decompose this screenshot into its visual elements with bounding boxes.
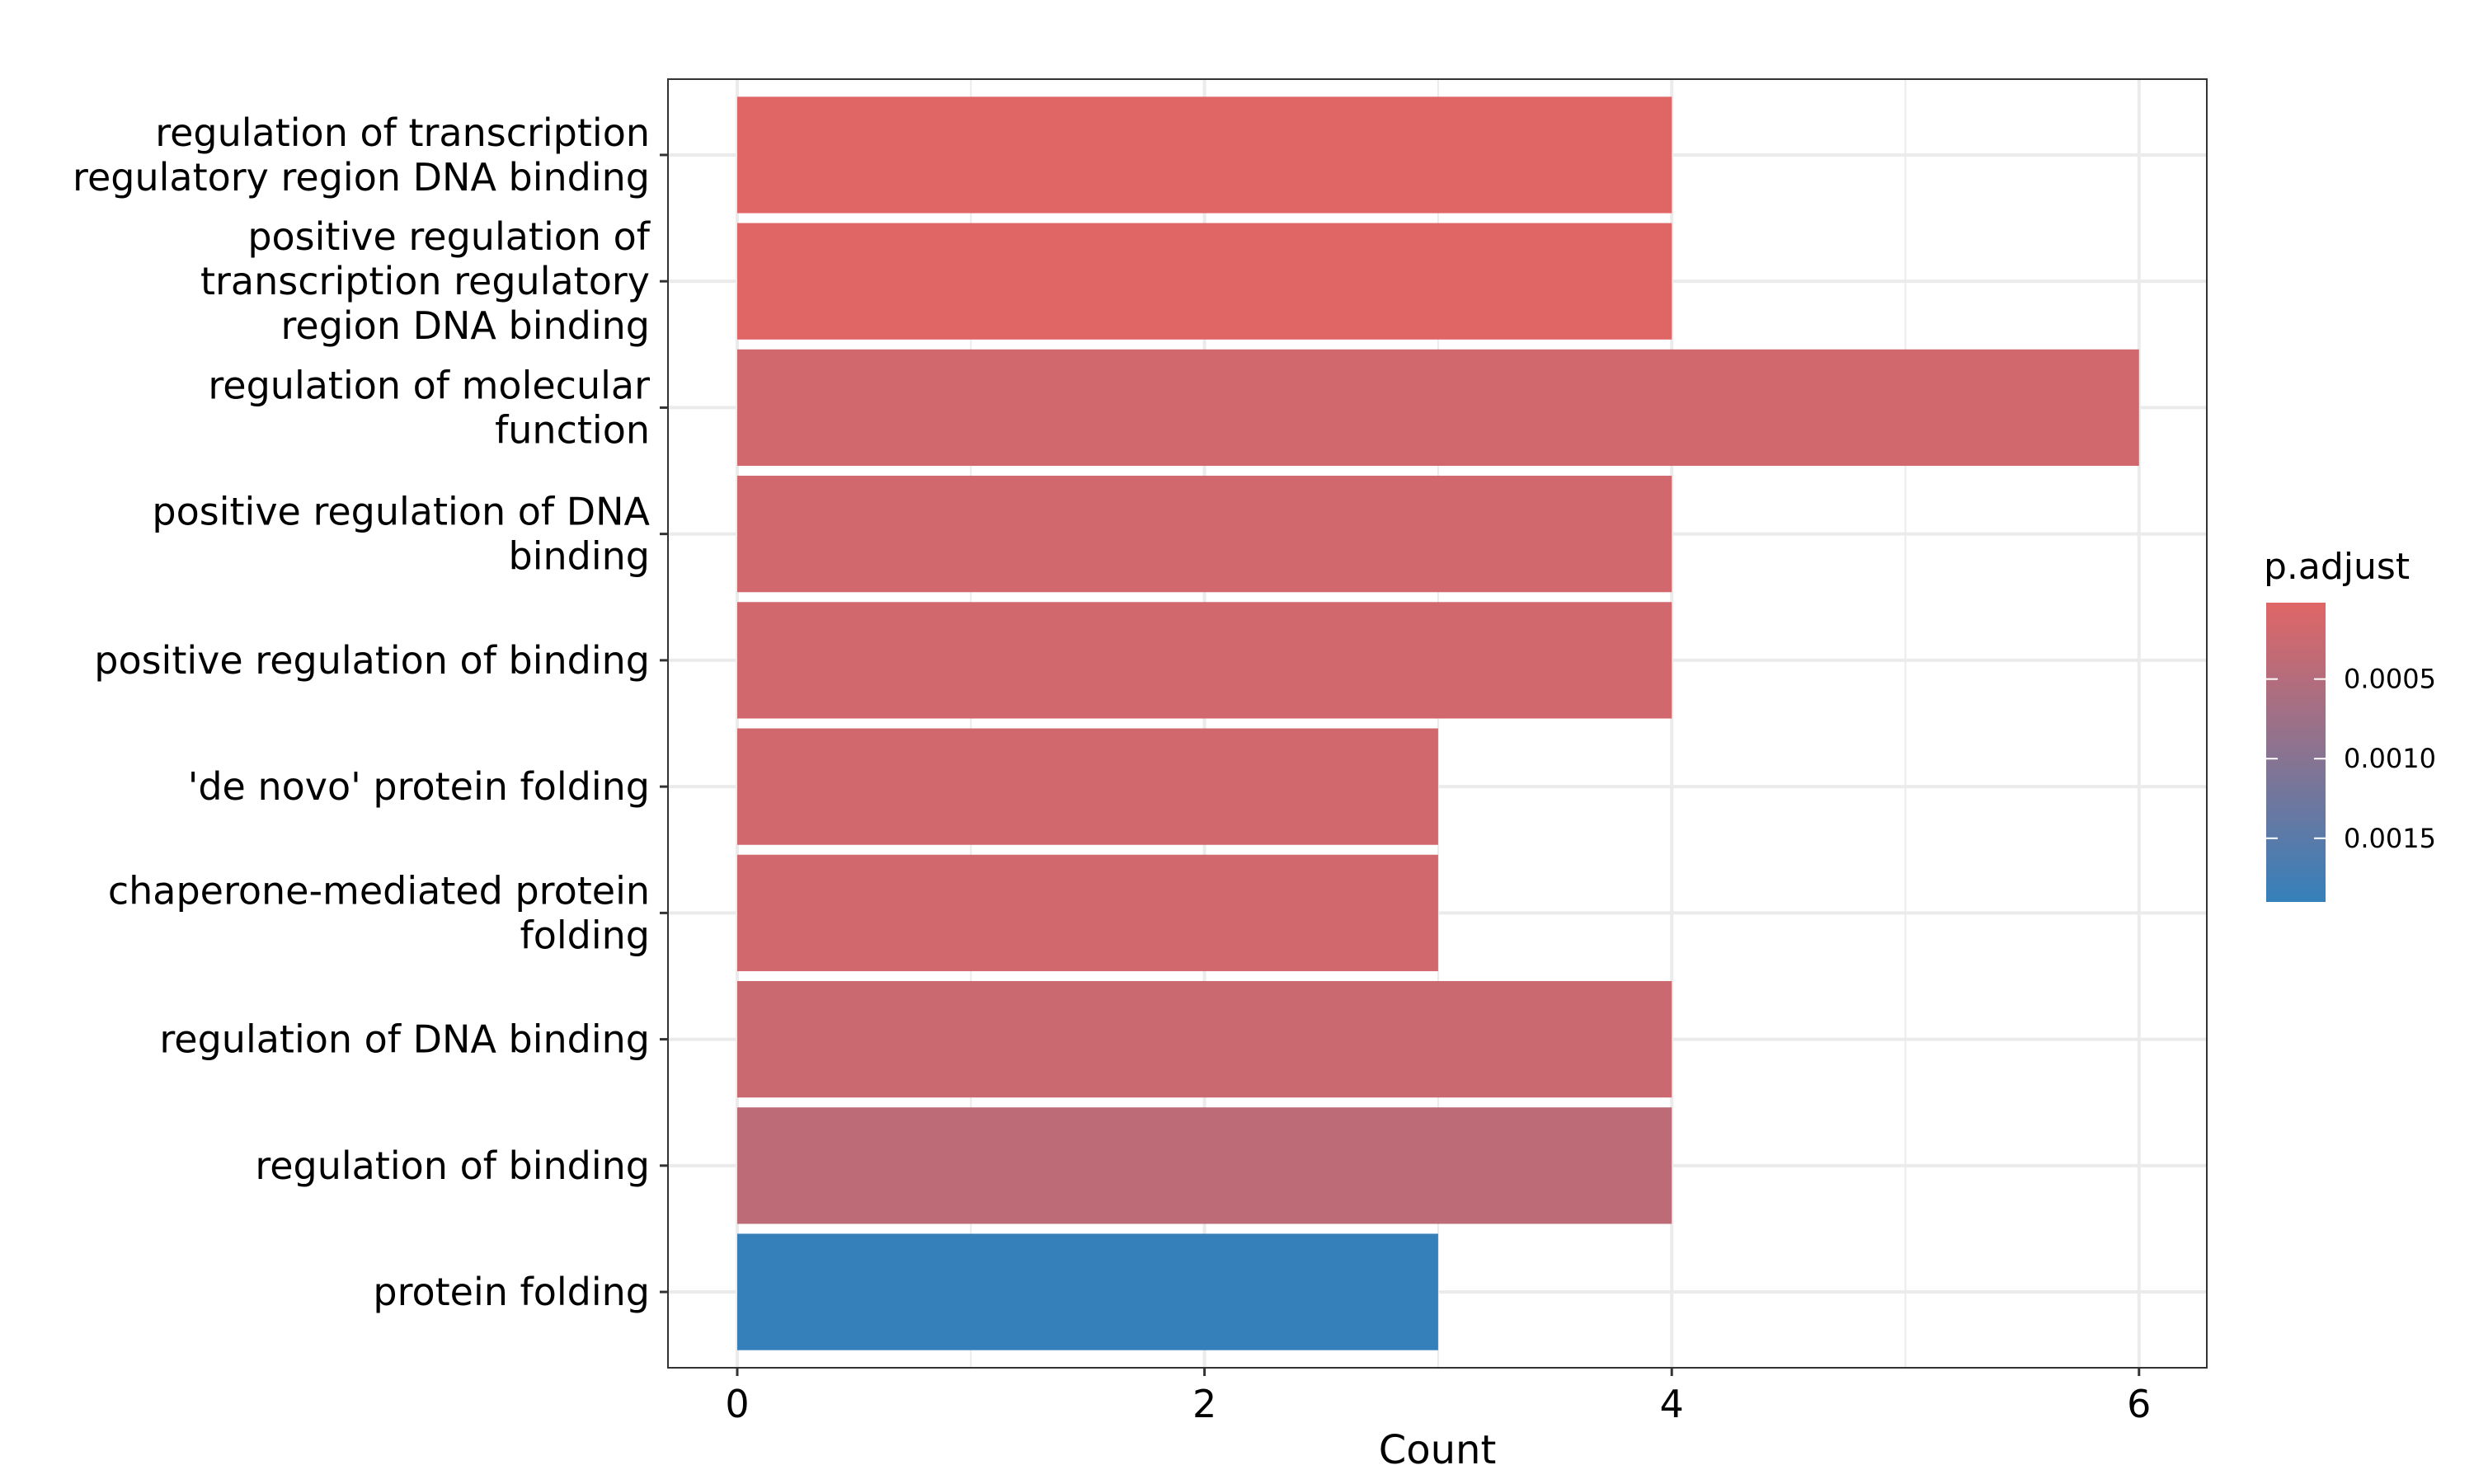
bar xyxy=(737,602,1672,719)
category-label: positive regulation of DNA binding xyxy=(152,490,650,579)
bar xyxy=(737,223,1672,340)
category-label: protein folding xyxy=(373,1270,650,1314)
plot-panel-border xyxy=(667,78,2208,1369)
legend-tick-label: 0.0005 xyxy=(2344,664,2436,695)
bar xyxy=(737,728,1438,845)
x-axis: 0 2 4 6 xyxy=(725,1368,2151,1426)
category-label-line: regulation of binding xyxy=(255,1144,650,1188)
bars xyxy=(737,96,2139,1350)
bar xyxy=(737,1233,1438,1350)
category-label-line: regulation of DNA binding xyxy=(159,1017,650,1062)
x-tick-label: 0 xyxy=(725,1382,749,1426)
bar xyxy=(737,854,1438,971)
legend: p.adjust 0.0005 0.0010 0.0015 xyxy=(2264,546,2436,902)
category-label-line: positive regulation of DNA xyxy=(152,490,650,534)
category-label: regulation of molecular function xyxy=(208,363,650,452)
x-axis-title: Count xyxy=(1379,1427,1497,1473)
category-label-line: regulation of molecular xyxy=(208,363,650,407)
category-label: 'de novo' protein folding xyxy=(188,764,650,809)
category-label: regulation of transcription regulatory re… xyxy=(73,110,650,200)
bar xyxy=(737,980,1672,1098)
category-label-line: protein folding xyxy=(373,1270,650,1314)
category-label-line: regulatory region DNA binding xyxy=(73,155,650,200)
x-tick-label: 4 xyxy=(1660,1382,1684,1426)
category-label: regulation of binding xyxy=(255,1144,650,1188)
legend-tick-label: 0.0010 xyxy=(2344,743,2436,774)
category-label-line: transcription regulatory xyxy=(200,259,650,303)
category-label: positive regulation of transcription regu… xyxy=(200,214,651,348)
category-label-line: chaperone-mediated protein xyxy=(108,868,650,913)
legend-title: p.adjust xyxy=(2264,546,2410,588)
y-axis: regulation of transcription regulatory re… xyxy=(73,110,668,1314)
category-label: regulation of DNA binding xyxy=(159,1017,650,1062)
category-label-line: folding xyxy=(520,913,650,957)
category-label-line: region DNA binding xyxy=(281,303,651,348)
x-tick-label: 6 xyxy=(2127,1382,2151,1426)
category-label: chaperone-mediated protein folding xyxy=(108,868,650,957)
bar xyxy=(737,476,1672,593)
legend-tick-label: 0.0015 xyxy=(2344,823,2436,854)
legend-colorbar xyxy=(2266,603,2326,902)
category-label: positive regulation of binding xyxy=(94,638,650,683)
category-label-line: function xyxy=(495,407,650,452)
category-label-line: positive regulation of binding xyxy=(94,638,650,683)
category-label-line: regulation of transcription xyxy=(155,110,650,155)
category-label-line: binding xyxy=(509,534,650,579)
bar xyxy=(737,349,2139,467)
x-tick-label: 2 xyxy=(1192,1382,1216,1426)
category-label-line: 'de novo' protein folding xyxy=(188,764,650,809)
category-label-line: positive regulation of xyxy=(247,214,651,259)
bar xyxy=(737,1107,1672,1224)
bar xyxy=(737,96,1672,214)
